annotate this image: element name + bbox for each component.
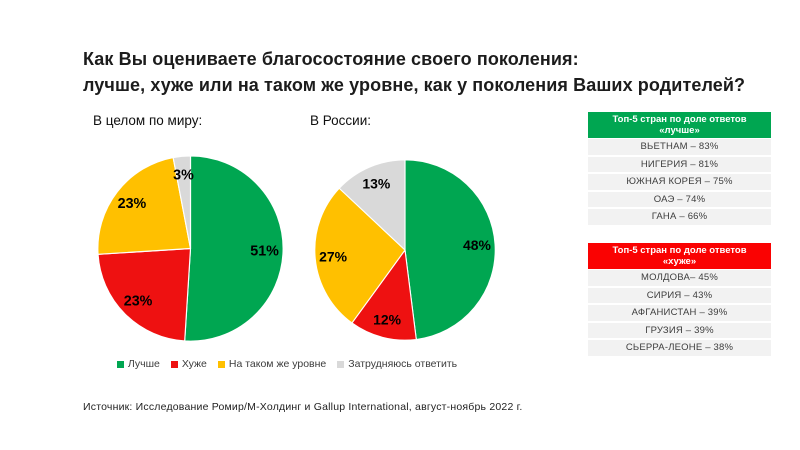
table-header-line-1: Топ-5 стран по доле ответов — [612, 113, 747, 125]
pie-value-label-worse: 12% — [373, 312, 402, 328]
pie-slice-same-level — [97, 156, 192, 255]
pie-value-label-hard-to-answer: 3% — [173, 167, 194, 183]
pie-slice-hard-to-answer — [172, 155, 192, 250]
table-row: ГАНА – 66% — [588, 209, 771, 227]
table-header-line-1: Топ-5 стран по доле ответов — [612, 244, 747, 256]
legend-swatch-icon — [337, 360, 345, 368]
pie-slice-worse — [97, 247, 192, 342]
legend-label: Лучше — [127, 358, 160, 370]
pie-svg: 48% 12% 27% 13% — [314, 159, 496, 341]
chart-title-world: В целом по миру: — [93, 113, 203, 128]
legend-label: Затрудняюсь ответить — [348, 358, 458, 370]
pie-slice-worse — [351, 249, 417, 341]
table-row: ЮЖНАЯ КОРЕЯ – 75% — [588, 174, 771, 192]
legend-item-better: Лучше — [116, 358, 160, 370]
top5-better-table-header: Топ-5 стран по доле ответов «лучше» — [588, 112, 771, 138]
top5-worse-table: Топ-5 стран по доле ответов «хуже» МОЛДО… — [588, 243, 771, 358]
table-header-line-2: «лучше» — [659, 125, 700, 136]
title-line-2: лучше, хуже или на таком же уровне, как … — [83, 75, 746, 95]
table-row: АФГАНИСТАН – 39% — [588, 305, 771, 323]
pie-svg: 51% 23% 23% 3% — [97, 155, 284, 342]
legend-item-same-level: На таком же уровне — [217, 358, 327, 370]
top5-better-table: Топ-5 стран по доле ответов «лучше» ВЬЕТ… — [588, 112, 771, 227]
pie-value-label-better: 51% — [250, 244, 279, 260]
legend-label: Хуже — [181, 358, 207, 370]
pie-slice-better — [404, 159, 496, 341]
pie-value-label-worse: 23% — [124, 294, 153, 310]
pie-value-label-hard-to-answer: 13% — [362, 175, 391, 191]
source-note: Источник: Исследование Ромир/М-Холдинг и… — [83, 401, 523, 413]
pie-slice-hard-to-answer — [338, 159, 406, 251]
chart-title-russia: В России: — [310, 113, 372, 128]
legend-swatch-icon — [217, 360, 225, 368]
pie-chart-russia: 48% 12% 27% 13% — [312, 157, 498, 343]
pie-value-label-same-level: 23% — [118, 196, 147, 212]
legend-swatch-icon — [170, 360, 178, 368]
pie-value-label-same-level: 27% — [319, 248, 348, 264]
table-row: СИРИЯ – 43% — [588, 287, 771, 305]
legend-label: На таком же уровне — [228, 358, 327, 370]
page-title: Как Вы оцениваете благосостояние своего … — [83, 46, 745, 98]
table-row: ГРУЗИЯ – 39% — [588, 322, 771, 340]
pie-slice-same-level — [314, 187, 406, 324]
table-row: НИГЕРИЯ – 81% — [588, 156, 771, 174]
legend-item-worse: Хуже — [170, 358, 207, 370]
title-line-1: Как Вы оцениваете благосостояние своего … — [83, 49, 579, 69]
table-header-line-2: «хуже» — [662, 256, 697, 267]
table-row: ВЬЕТНАМ – 83% — [588, 139, 771, 157]
table-row: МОЛДОВА– 45% — [588, 270, 771, 288]
legend-item-hard-to-answer: Затрудняюсь ответить — [337, 358, 457, 370]
chart-legend: Лучше Хуже На таком же уровне Затрудняюсь о… — [83, 358, 491, 370]
pie-value-label-better: 48% — [463, 237, 492, 253]
top5-worse-table-header: Топ-5 стран по доле ответов «хуже» — [588, 243, 771, 269]
pie-slice-better — [184, 155, 284, 342]
legend-swatch-icon — [116, 360, 124, 368]
table-row: СЬЕРРА-ЛЕОНЕ – 38% — [588, 340, 771, 358]
table-row: ОАЭ – 74% — [588, 191, 771, 209]
pie-chart-world: 51% 23% 23% 3% — [95, 153, 286, 344]
